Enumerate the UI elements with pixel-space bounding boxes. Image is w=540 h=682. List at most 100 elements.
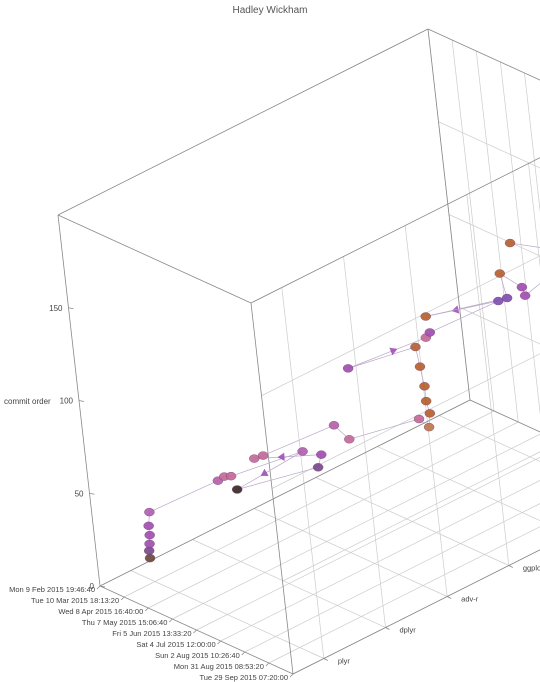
z-tick-label: 100: [60, 397, 74, 406]
direction-arrow: [260, 468, 269, 476]
grid-line: [220, 480, 540, 642]
box-edge: [427, 28, 471, 401]
grid-line: [315, 477, 509, 566]
trajectory-segment: [349, 418, 420, 440]
grid-line: [268, 526, 540, 664]
data-point: [493, 296, 504, 306]
data-point: [344, 435, 355, 444]
data-point: [257, 451, 269, 460]
grid-line: [123, 410, 495, 598]
box-edge: [469, 399, 540, 433]
z-tick: [78, 400, 85, 402]
grid-line: [438, 121, 540, 169]
trajectory-segment: [237, 466, 319, 490]
chart-title: Hadley Wickham: [232, 5, 308, 16]
data-point: [144, 553, 156, 563]
z-tick: [68, 307, 74, 310]
data-point: [297, 447, 308, 456]
y-tick-label: plyr: [338, 657, 351, 666]
x-tick-label: Tue 29 Sep 2015 07:20:00: [199, 673, 288, 682]
x-tick: [217, 640, 221, 645]
z-axis-label: commit order: [4, 397, 51, 406]
x-tick: [144, 607, 149, 612]
grid-line: [196, 456, 540, 631]
grid-line: [261, 255, 540, 397]
y-tick: [323, 658, 329, 661]
grid-line: [254, 508, 448, 597]
x-tick: [289, 673, 294, 678]
data-point: [143, 521, 154, 531]
grid-line: [244, 503, 540, 653]
data-point: [312, 463, 324, 472]
data-point: [328, 421, 340, 430]
data-point: [249, 454, 260, 463]
y-tick: [385, 627, 390, 630]
grid-line: [192, 539, 386, 628]
x-tick-label: Tue 10 Mar 2015 18:13:20: [31, 596, 119, 605]
trajectory-segment: [509, 242, 540, 248]
z-tick-label: 0: [90, 582, 95, 591]
data-point: [413, 414, 425, 424]
grid-line: [130, 570, 324, 659]
data-point: [225, 471, 237, 481]
x-tick-label: Mon 31 Aug 2015 08:53:20: [174, 662, 264, 671]
data-point: [501, 293, 513, 303]
y-tick: [446, 596, 452, 599]
z-tick: [99, 585, 106, 588]
x-tick: [96, 585, 101, 590]
box-edge: [250, 157, 540, 304]
trajectory-segment: [262, 424, 335, 456]
data-point: [420, 396, 432, 406]
box-edge: [57, 214, 252, 304]
data-point: [519, 291, 531, 300]
grid-line: [271, 353, 540, 489]
data-point: [316, 450, 327, 459]
y-tick-label: ggplot2: [523, 564, 540, 573]
grid-line: [172, 433, 540, 620]
data-point: [144, 507, 155, 517]
y-tick: [508, 565, 514, 568]
grid-line: [528, 163, 540, 269]
x-tick: [265, 662, 270, 667]
direction-arrow: [389, 347, 398, 356]
box-edge: [57, 28, 429, 216]
y-tick-label: dplyr: [400, 626, 417, 635]
data-point: [231, 485, 243, 494]
box-edge: [292, 549, 540, 675]
grid-line: [500, 61, 540, 416]
data-point: [414, 362, 426, 371]
data-point: [516, 282, 528, 292]
data-point: [342, 364, 354, 373]
z-tick-label: 50: [75, 489, 84, 498]
z-tick-label: 150: [49, 304, 63, 313]
trajectory-segment: [524, 283, 540, 296]
y-tick-label: adv-r: [461, 595, 479, 604]
grid-line: [439, 415, 540, 462]
trajectory-segment: [347, 337, 426, 369]
box-edge: [250, 302, 294, 675]
grid-line: [524, 72, 540, 214]
grid-line: [448, 214, 540, 257]
x-tick-label: Thu 7 May 2015 15:06:40: [82, 618, 167, 627]
x-tick: [241, 651, 246, 656]
grid-line: [459, 306, 540, 345]
data-point: [410, 342, 421, 352]
x-tick-label: Sat 4 Jul 2015 12:00:00: [136, 640, 215, 649]
x-tick: [169, 618, 173, 623]
data-point: [424, 328, 436, 337]
trajectory-segment: [149, 480, 219, 513]
data-point: [504, 238, 516, 248]
x-tick-label: Fri 5 Jun 2015 13:33:20: [112, 629, 191, 638]
box-edge: [99, 399, 471, 587]
grid-line: [377, 446, 540, 521]
direction-arrow: [277, 452, 285, 462]
x-tick-label: Sun 2 Aug 2015 10:26:40: [155, 651, 240, 660]
grid-line: [282, 451, 540, 582]
box-edge: [427, 28, 540, 81]
data-point: [420, 312, 431, 321]
data-point: [144, 530, 155, 540]
data-point: [494, 269, 505, 278]
data-point: [424, 409, 436, 418]
grid-line: [148, 421, 519, 609]
